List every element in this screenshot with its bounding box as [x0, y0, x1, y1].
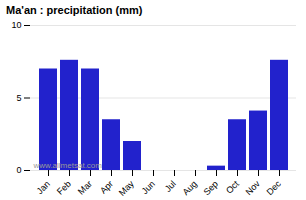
svg-text:5: 5 — [16, 93, 21, 103]
svg-text:Nov: Nov — [244, 178, 263, 197]
svg-text:Mar: Mar — [76, 179, 94, 197]
svg-text:Jul: Jul — [163, 179, 178, 194]
html-text:Ma'an : precipitation (mm): Ma'an : precipitation (mm) — [6, 4, 143, 16]
svg-text:May: May — [117, 178, 136, 197]
svg-text:0: 0 — [16, 165, 21, 175]
svg-text:Feb: Feb — [55, 179, 73, 197]
svg-text:Apr: Apr — [98, 179, 115, 196]
svg-text:www.allmetsat.com: www.allmetsat.com — [33, 161, 103, 170]
svg-text:Jun: Jun — [140, 179, 157, 196]
svg-text:10: 10 — [11, 20, 21, 30]
svg-text:Oct: Oct — [224, 178, 241, 195]
svg-text:Sep: Sep — [202, 179, 220, 197]
svg-text:Jan: Jan — [35, 179, 52, 196]
svg-text:Aug: Aug — [181, 179, 199, 197]
svg-text:Dec: Dec — [265, 178, 284, 197]
